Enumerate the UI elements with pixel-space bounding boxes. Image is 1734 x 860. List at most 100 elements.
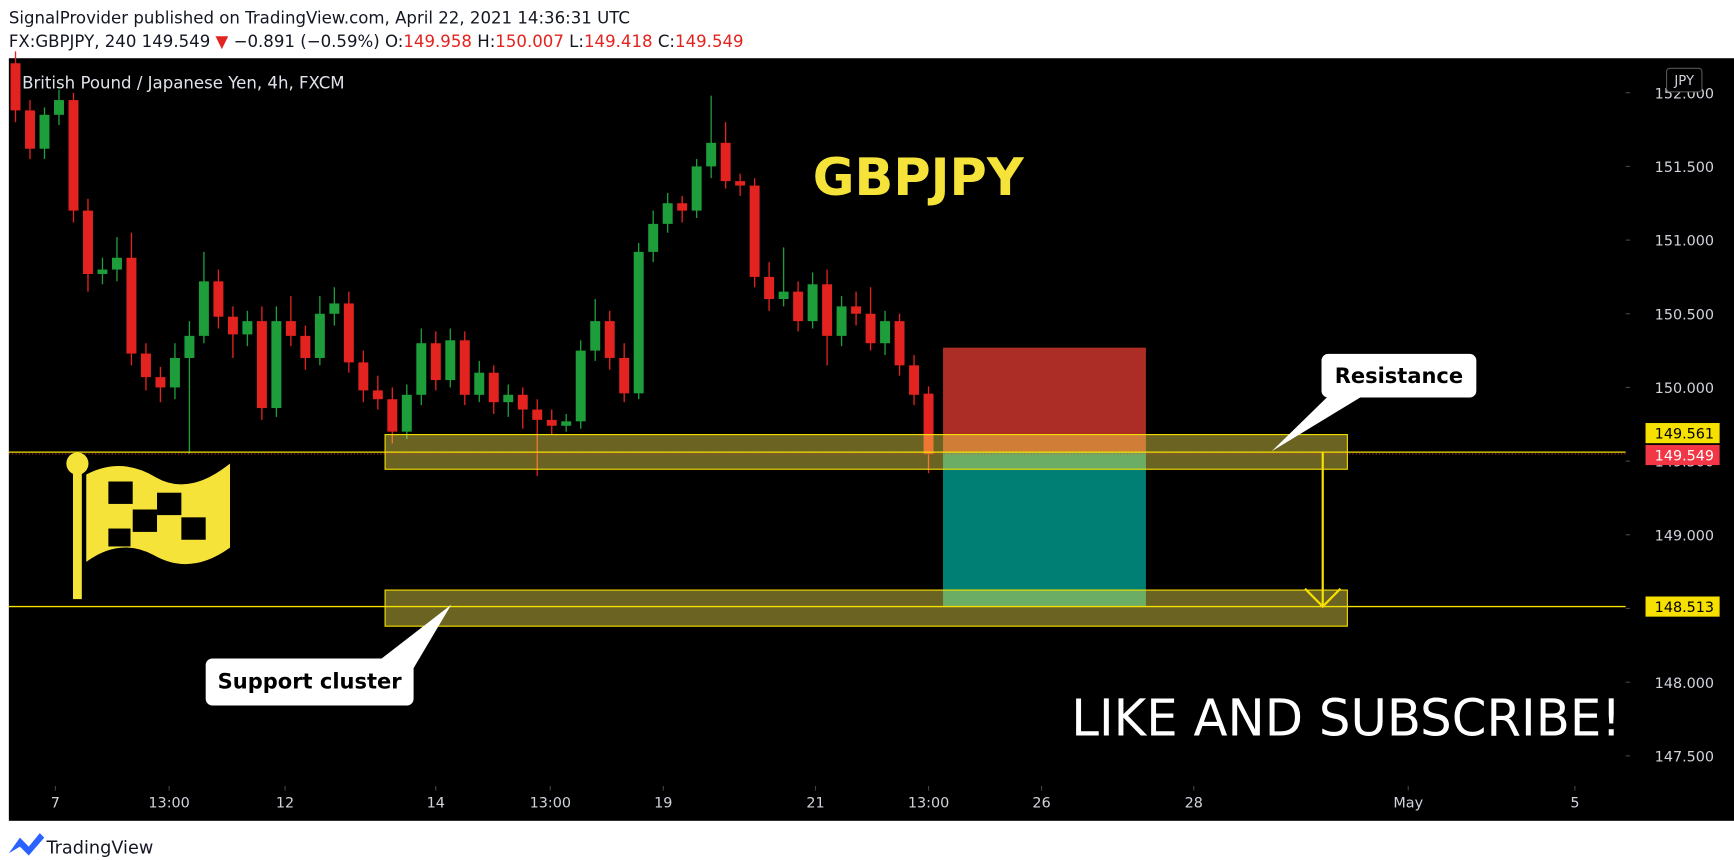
currency: JPY — [1673, 74, 1695, 89]
candle-body — [735, 181, 746, 186]
flag-square — [181, 517, 206, 540]
x-tick-label: 13:00 — [908, 795, 949, 811]
candle-body — [691, 166, 702, 211]
candle-body — [140, 353, 151, 378]
x-tick-label: 13:00 — [530, 795, 571, 811]
candle-body — [430, 343, 441, 381]
arrow-head — [1304, 587, 1342, 609]
candle-body — [894, 321, 905, 366]
candle-body — [909, 365, 920, 395]
y-tick-label: 149.000 — [1655, 528, 1714, 544]
y-tick-label: 151.000 — [1655, 234, 1714, 250]
candle-body — [343, 303, 354, 363]
candle-body — [590, 321, 601, 351]
price-label-box — [1645, 423, 1720, 444]
candle-body — [923, 393, 934, 454]
flag-square — [108, 481, 133, 504]
l-value: 149.418 — [584, 32, 653, 51]
candle-body — [836, 306, 847, 336]
candle-body — [633, 251, 644, 394]
price-label-box — [1645, 444, 1720, 466]
candle-body — [198, 281, 209, 336]
flag-square — [108, 528, 131, 547]
candle-body — [387, 399, 398, 432]
flag-square — [132, 509, 158, 532]
flag-square — [157, 492, 182, 516]
candle-body — [358, 362, 369, 391]
candle-body — [546, 419, 557, 426]
callout-pointer — [1271, 391, 1366, 452]
candle-body — [488, 372, 499, 403]
candle-body — [561, 421, 572, 426]
callout-pointer — [375, 604, 452, 672]
o-label: O: — [385, 32, 403, 51]
candle-body — [503, 394, 514, 403]
candle-body — [706, 142, 717, 167]
x-tick-label: 12 — [276, 795, 294, 811]
chart-title: British Pound / Japanese Yen, 4h, FXCM — [22, 73, 344, 92]
callout-box — [205, 658, 414, 706]
y-tick-label: 147.500 — [1655, 749, 1714, 765]
candle-body — [184, 335, 195, 358]
y-tick-label: 151.500 — [1655, 160, 1714, 176]
candle-body — [648, 223, 659, 252]
price-labels: 149.561 149.549 148.513 — [1645, 423, 1720, 617]
x-tick-label: 26 — [1032, 795, 1050, 811]
h-label: H: — [477, 32, 495, 51]
candle-body — [300, 335, 311, 358]
candle-body — [677, 203, 688, 211]
candle-body — [416, 343, 427, 395]
candle-body — [111, 257, 122, 270]
candle-body — [97, 269, 108, 274]
candle-body — [329, 303, 340, 314]
candle-body — [227, 316, 238, 335]
candle-body — [242, 321, 253, 335]
candle-body — [532, 409, 543, 420]
symbol: FX:GBPJPY, 240 — [9, 32, 137, 51]
l-label: L: — [569, 32, 584, 51]
currency-box — [1665, 67, 1703, 93]
candle-body — [401, 394, 412, 432]
callout-text: Resistance — [1335, 363, 1463, 388]
x-tick-label: 14 — [427, 795, 445, 811]
callout-text: Support cluster — [218, 669, 403, 694]
h-value: 150.007 — [495, 32, 564, 51]
candle-body — [169, 357, 180, 388]
candle-body — [39, 114, 50, 149]
price-label: 149.561 — [1655, 427, 1714, 443]
price-label: 149.549 — [1655, 449, 1714, 465]
candle-body — [474, 372, 485, 395]
position-target — [943, 452, 1146, 607]
y-tick-label: 150.500 — [1655, 307, 1714, 323]
y-tick-label: 148.000 — [1655, 676, 1714, 692]
publish-line: SignalProvider published on TradingView.… — [9, 8, 630, 27]
candle-body — [822, 284, 833, 336]
last: 149.549 — [142, 32, 211, 51]
support-callout: Support cluster — [205, 604, 452, 706]
candle-body — [720, 142, 731, 182]
x-tick-label: 21 — [806, 795, 824, 811]
candle-body — [213, 281, 224, 317]
candle-body — [517, 394, 528, 410]
c-value: 149.549 — [675, 32, 744, 51]
x-tick-label: 28 — [1185, 795, 1203, 811]
candle-body — [155, 377, 166, 388]
ohlc-line: FX:GBPJPY, 240 149.549 ▼ −0.891 (−0.59%)… — [9, 32, 744, 51]
c-label: C: — [658, 32, 675, 51]
cta-text: LIKE AND SUBSCRIBE! — [1071, 689, 1621, 747]
zone — [384, 589, 1348, 627]
x-tick-label: May — [1393, 795, 1423, 811]
callout-box — [1321, 353, 1477, 398]
candle-body — [372, 390, 383, 400]
candle-body — [793, 291, 804, 322]
candle-body — [285, 321, 296, 336]
resistance-callout: Resistance — [1271, 353, 1477, 452]
x-tick-label: 5 — [1570, 795, 1579, 811]
x-tick-label: 13:00 — [148, 795, 189, 811]
candle-body — [459, 340, 470, 395]
x-tick-label: 7 — [51, 795, 60, 811]
candle-body — [807, 284, 818, 322]
candle-body — [880, 321, 891, 344]
